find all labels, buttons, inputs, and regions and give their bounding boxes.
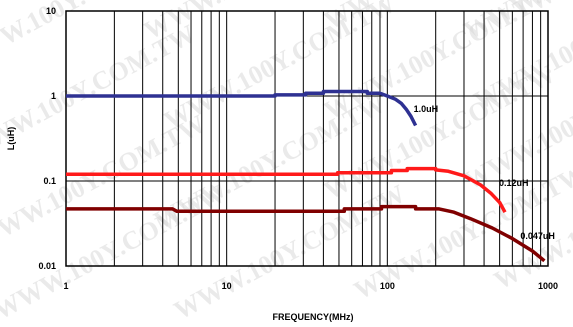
series-layer: 1.0uH 0.12uH 0.047uH <box>66 89 555 263</box>
series-label: 0.047uH <box>520 231 555 241</box>
series-label: 0.12uH <box>499 178 529 188</box>
series-line-0.12uH <box>66 166 507 214</box>
x-tick-label: 1000 <box>538 281 558 291</box>
x-tick-label: 100 <box>380 281 395 291</box>
x-axis-label: FREQUENCY(MHz) <box>273 312 354 322</box>
series-label: 1.0uH <box>414 104 439 114</box>
y-tick-label: 10 <box>46 6 56 16</box>
y-tick-label: 0.1 <box>43 176 56 186</box>
x-tick-label: 1 <box>63 281 68 291</box>
tick-label-layer: 1 10 100 1000 0.01 0.1 1 10 <box>38 6 558 291</box>
plot-frame <box>65 10 549 267</box>
series-line-0.047uH <box>66 204 546 263</box>
x-tick-label: 10 <box>222 281 232 291</box>
series-line-1.0uH <box>66 89 418 127</box>
plot-grid <box>66 11 548 266</box>
y-tick-label: 0.01 <box>38 261 56 271</box>
y-axis-label: L(uH) <box>6 127 16 151</box>
y-tick-label: 1 <box>51 91 56 101</box>
